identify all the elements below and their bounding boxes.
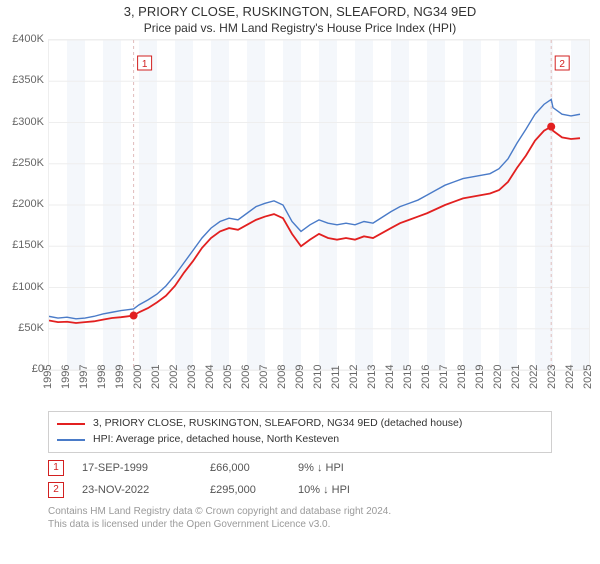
y-axis: £0£50K£100K£150K£200K£250K£300K£350K£400…: [0, 39, 46, 369]
legend-label: 3, PRIORY CLOSE, RUSKINGTON, SLEAFORD, N…: [93, 416, 462, 432]
svg-text:2: 2: [559, 59, 565, 70]
x-tick-label: 2005: [222, 365, 234, 389]
event-row: 2 23-NOV-2022 £295,000 10% ↓ HPI: [48, 479, 552, 501]
x-tick-label: 2024: [564, 365, 576, 389]
chart-plot: £0£50K£100K£150K£200K£250K£300K£350K£400…: [48, 39, 590, 371]
x-tick-label: 2001: [150, 365, 162, 389]
event-delta: 9% ↓ HPI: [298, 462, 344, 474]
chart-subtitle: Price paid vs. HM Land Registry's House …: [0, 21, 600, 35]
attribution-line: Contains HM Land Registry data © Crown c…: [48, 505, 552, 518]
x-tick-label: 2023: [546, 365, 558, 389]
legend-label: HPI: Average price, detached house, Nort…: [93, 432, 339, 448]
x-tick-label: 2022: [528, 365, 540, 389]
event-date: 17-SEP-1999: [82, 462, 192, 474]
y-tick-label: £150K: [12, 239, 44, 251]
x-tick-label: 2014: [384, 365, 396, 389]
x-tick-label: 2011: [330, 365, 342, 389]
y-tick-label: £200K: [12, 198, 44, 210]
x-tick-label: 2002: [168, 365, 180, 389]
x-tick-label: 2007: [258, 365, 270, 389]
x-tick-label: 2019: [474, 365, 486, 389]
x-tick-label: 2018: [456, 365, 468, 389]
x-tick-label: 2004: [204, 365, 216, 389]
x-tick-label: 2012: [348, 365, 360, 389]
x-axis: 1995199619971998199920002001200220032004…: [48, 371, 588, 405]
attribution: Contains HM Land Registry data © Crown c…: [48, 505, 552, 531]
legend: 3, PRIORY CLOSE, RUSKINGTON, SLEAFORD, N…: [48, 411, 552, 453]
x-tick-label: 2009: [294, 365, 306, 389]
x-tick-label: 2020: [492, 365, 504, 389]
chart-title: 3, PRIORY CLOSE, RUSKINGTON, SLEAFORD, N…: [0, 4, 600, 19]
x-tick-label: 2000: [132, 365, 144, 389]
x-tick-label: 1999: [114, 365, 126, 389]
legend-row: 3, PRIORY CLOSE, RUSKINGTON, SLEAFORD, N…: [57, 416, 543, 432]
x-tick-label: 1996: [60, 365, 72, 389]
y-tick-label: £300K: [12, 116, 44, 128]
x-tick-label: 2008: [276, 365, 288, 389]
y-tick-label: £250K: [12, 157, 44, 169]
legend-swatch: [57, 439, 85, 441]
y-tick-label: £50K: [18, 322, 44, 334]
svg-text:1: 1: [142, 59, 148, 70]
x-tick-label: 1997: [78, 365, 90, 389]
plot-svg: 12: [48, 39, 590, 371]
x-tick-label: 2017: [438, 365, 450, 389]
event-price: £66,000: [210, 462, 280, 474]
x-tick-label: 2016: [420, 365, 432, 389]
x-tick-label: 1995: [42, 365, 54, 389]
x-tick-label: 2010: [312, 365, 324, 389]
y-tick-label: £350K: [12, 74, 44, 86]
event-table: 1 17-SEP-1999 £66,000 9% ↓ HPI 2 23-NOV-…: [48, 457, 552, 501]
y-tick-label: £100K: [12, 281, 44, 293]
event-price: £295,000: [210, 484, 280, 496]
event-row: 1 17-SEP-1999 £66,000 9% ↓ HPI: [48, 457, 552, 479]
event-badge: 1: [48, 460, 64, 476]
x-tick-label: 2021: [510, 365, 522, 389]
legend-swatch: [57, 423, 85, 425]
attribution-line: This data is licensed under the Open Gov…: [48, 518, 552, 531]
event-delta: 10% ↓ HPI: [298, 484, 350, 496]
x-tick-label: 2003: [186, 365, 198, 389]
chart-container: 3, PRIORY CLOSE, RUSKINGTON, SLEAFORD, N…: [0, 4, 600, 531]
event-date: 23-NOV-2022: [82, 484, 192, 496]
legend-row: HPI: Average price, detached house, Nort…: [57, 432, 543, 448]
x-tick-label: 1998: [96, 365, 108, 389]
x-tick-label: 2015: [402, 365, 414, 389]
x-tick-label: 2025: [582, 365, 594, 389]
event-badge: 2: [48, 482, 64, 498]
x-tick-label: 2006: [240, 365, 252, 389]
x-tick-label: 2013: [366, 365, 378, 389]
y-tick-label: £400K: [12, 33, 44, 45]
